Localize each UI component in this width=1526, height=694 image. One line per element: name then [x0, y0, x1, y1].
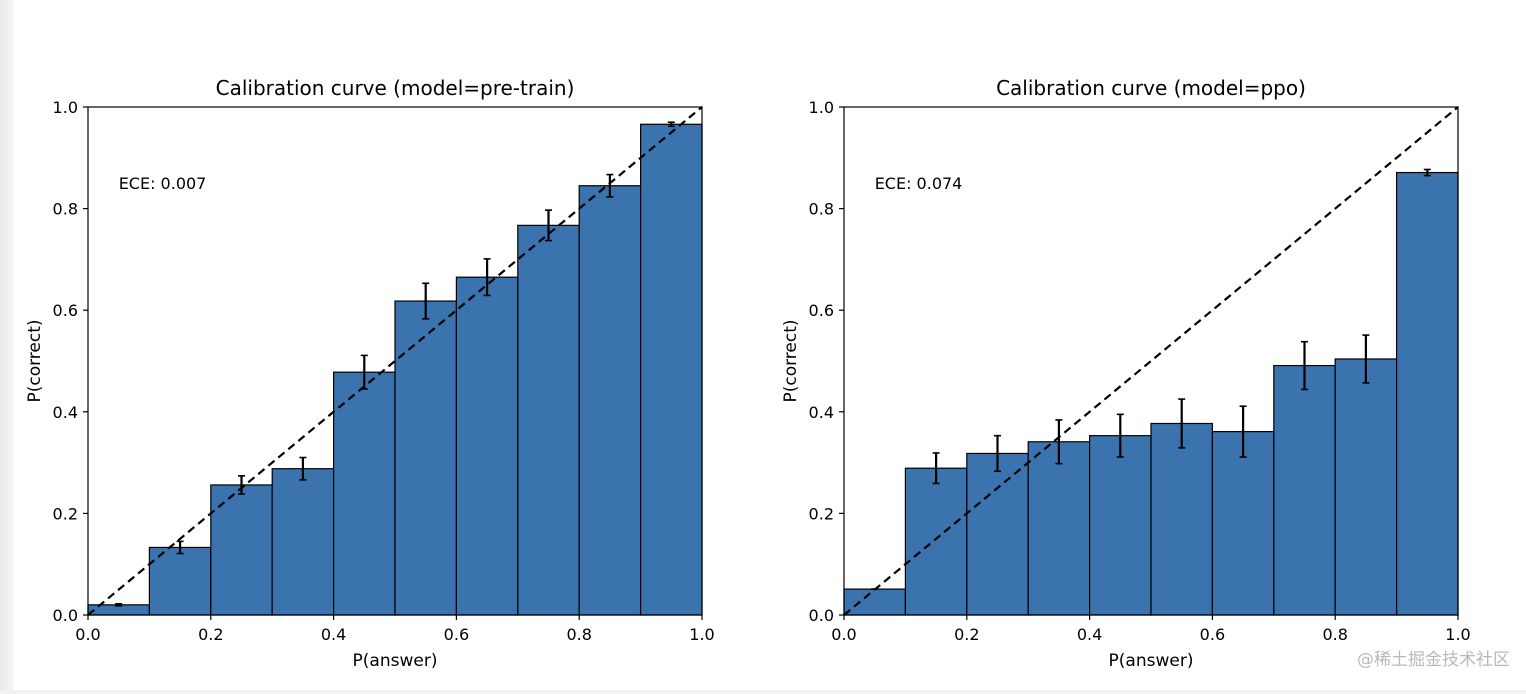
x-tick-label: 0.8 [1322, 625, 1347, 644]
bar-8 [579, 186, 640, 615]
y-tick-label: 0.4 [53, 403, 78, 422]
bar-7 [1274, 366, 1335, 615]
x-axis-label: P(answer) [353, 651, 438, 671]
x-tick-label: 0.4 [321, 625, 346, 644]
chart-pretrain: 0.0 0.2 0.4 0.6 0.8 1.0 0.0 0.2 0.4 0.6 0.8 1.0 Cali… [25, 76, 715, 671]
x-axis-label: P(answer) [1109, 651, 1194, 671]
bar-8 [1335, 359, 1396, 615]
x-tick-label: 0.0 [75, 625, 100, 644]
bar-4 [334, 372, 395, 615]
x-tick-label: 0.2 [198, 625, 223, 644]
bar-7 [518, 225, 579, 615]
x-tick-label: 0.8 [566, 625, 591, 644]
y-tick-label: 0.8 [53, 200, 78, 219]
x-tick-label: 0.6 [1200, 625, 1225, 644]
y-tick-label: 0.0 [809, 606, 834, 625]
y-tick-label: 0.8 [809, 200, 834, 219]
bar-3 [1028, 442, 1089, 615]
x-tick-label: 0.2 [954, 625, 979, 644]
bar-9 [1397, 173, 1458, 615]
bar-6 [456, 277, 517, 615]
x-tick-label: 0.6 [444, 625, 469, 644]
y-tick-label: 1.0 [809, 98, 834, 117]
chart-ppo: 0.0 0.2 0.4 0.6 0.8 1.0 0.0 0.2 0.4 0.6 0.8 1.0 Cali… [781, 76, 1471, 671]
y-tick-label: 0.2 [809, 504, 834, 523]
bar-1 [905, 468, 966, 615]
chart-title: Calibration curve (model=ppo) [996, 76, 1306, 100]
watermark-text: @稀土掘金技术社区 [1357, 645, 1510, 670]
bar-2 [967, 453, 1028, 615]
y-tick-label: 0.4 [809, 403, 834, 422]
ece-annotation: ECE: 0.074 [875, 174, 963, 193]
y-axis-label: P(correct) [781, 319, 801, 402]
bar-0 [844, 589, 905, 615]
y-axis-label: P(correct) [25, 319, 45, 402]
x-tick-label: 1.0 [689, 625, 714, 644]
bar-5 [1151, 423, 1212, 615]
x-tick-label: 0.4 [1077, 625, 1102, 644]
calibration-figure: 0.0 0.2 0.4 0.6 0.8 1.0 0.0 0.2 0.4 0.6 0.8 1.0 Cali… [14, 0, 1526, 690]
figure: 0.0 0.2 0.4 0.6 0.8 1.0 0.0 0.2 0.4 0.6 0.8 1.0 Cali… [14, 0, 1526, 690]
window-edge-shade [0, 0, 14, 690]
y-tick-label: 0.6 [809, 301, 834, 320]
bar-6 [1212, 432, 1273, 615]
ece-annotation: ECE: 0.007 [119, 174, 207, 193]
chart-title: Calibration curve (model=pre-train) [216, 76, 575, 100]
y-tick-label: 0.2 [53, 504, 78, 523]
bar-5 [395, 301, 456, 615]
bar-4 [1090, 436, 1151, 615]
x-tick-label: 1.0 [1445, 625, 1470, 644]
y-tick-label: 0.6 [53, 301, 78, 320]
bar-3 [272, 469, 333, 615]
bar-9 [641, 124, 702, 615]
y-tick-label: 1.0 [53, 98, 78, 117]
y-tick-label: 0.0 [53, 606, 78, 625]
x-tick-label: 0.0 [831, 625, 856, 644]
